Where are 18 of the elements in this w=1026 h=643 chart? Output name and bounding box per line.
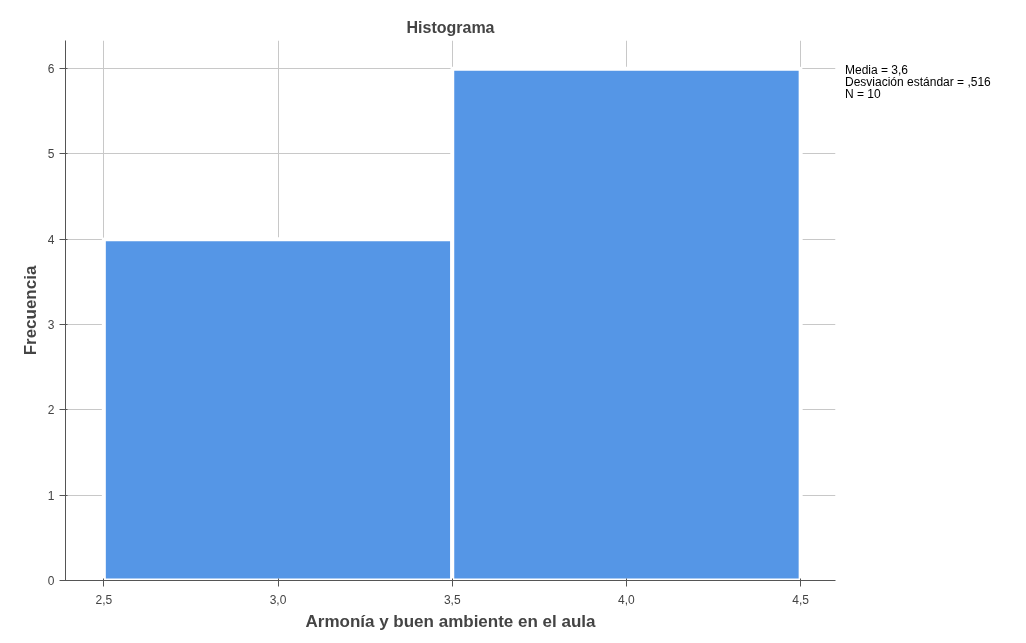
y-tick-label: 0 <box>47 574 55 588</box>
text: Desviación estándar = ,516 <box>845 75 991 89</box>
x-tick-label: 4,0 <box>618 592 636 607</box>
y-tick-label: 3 <box>47 318 55 333</box>
y-tick-label: 4 <box>47 232 55 247</box>
chart-title: Histograma <box>406 18 495 36</box>
text: Media = 3,6 <box>845 63 909 77</box>
x-tick-label: 2,5 <box>95 592 113 607</box>
text: N = 10 <box>845 87 881 101</box>
x-axis-title: Armonía y buen ambiente en el aula <box>305 611 597 631</box>
y-tick-label: 6 <box>47 62 55 77</box>
y-axis-title: Frecuencia <box>20 265 40 356</box>
y-tick-label: 5 <box>47 147 55 162</box>
y-tick-label: 1 <box>47 488 55 503</box>
x-tick-label: 3,0 <box>269 592 287 607</box>
y-tick-label: 2 <box>47 403 55 418</box>
x-tick-label: 3,5 <box>443 592 461 607</box>
x-tick-label: 4,5 <box>792 592 810 607</box>
